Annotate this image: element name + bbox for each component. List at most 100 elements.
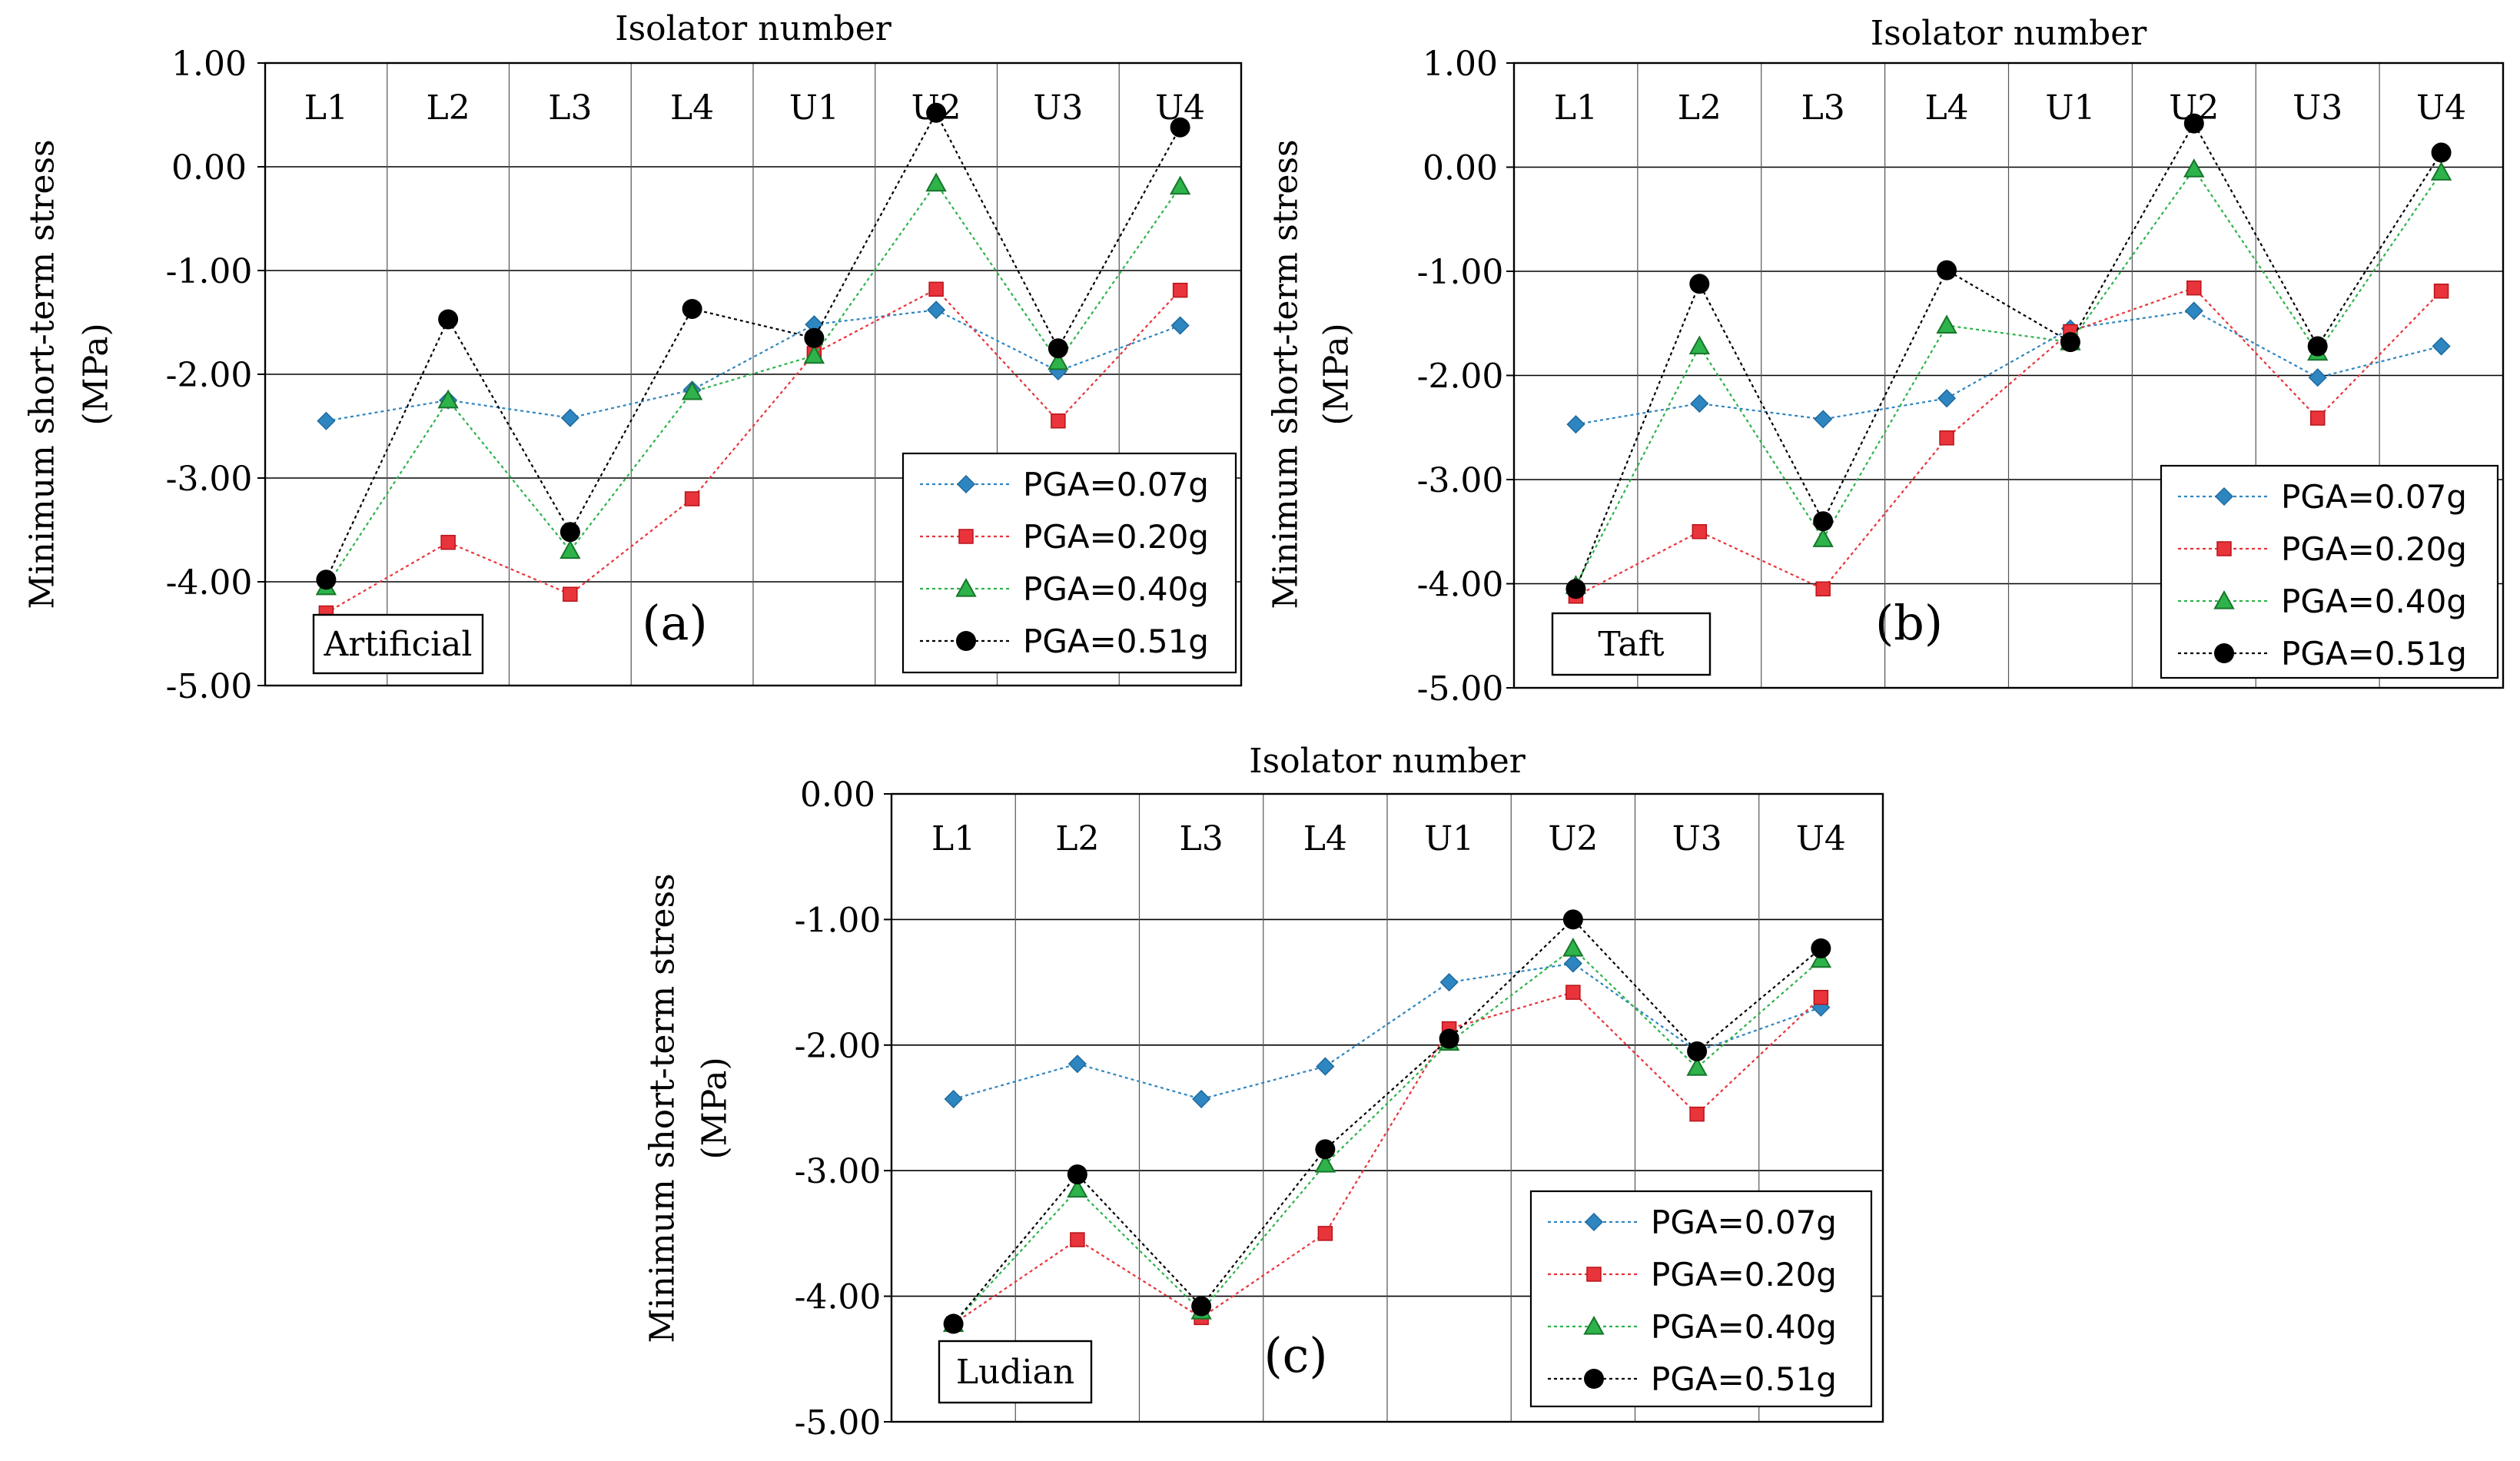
legend-marker: [1584, 1212, 1604, 1232]
x-axis-title: Isolator number: [1249, 742, 1526, 781]
data-point: [1170, 316, 1190, 335]
x-tick-label: L4: [1303, 819, 1347, 858]
legend-marker: [2214, 643, 2234, 663]
series-PGA=0.51g: [943, 909, 1831, 1334]
data-point: [1692, 524, 1708, 540]
legend-label: PGA=0.20g: [1023, 518, 1209, 556]
data-point: [2430, 161, 2452, 181]
legend-label: PGA=0.07g: [1023, 466, 1209, 503]
data-point: [925, 172, 947, 192]
chart-panel-3: 0.00 -1.00 -2.00 -3.00 -4.00 -5.00 L1 L2 L3 L4 U1 U…: [643, 742, 1884, 1443]
legend-marker: [955, 577, 977, 597]
data-point: [2433, 283, 2449, 299]
x-tick-label: L2: [1678, 88, 1722, 128]
y-tick-label: 0.00: [1423, 149, 1498, 188]
legend-label: PGA=0.20g: [1651, 1256, 1837, 1293]
data-point: [1191, 1296, 1212, 1317]
legend-box: [2160, 464, 2499, 679]
data-point: [1937, 260, 1957, 281]
data-point: [316, 569, 337, 590]
data-point: [2308, 368, 2327, 387]
data-point: [563, 586, 578, 602]
panel-label: (c): [1263, 1327, 1327, 1383]
record-label-box: [1551, 612, 1712, 676]
y-tick-label: 0.00: [171, 148, 247, 188]
data-point: [1170, 117, 1190, 138]
panel-label: (a): [642, 595, 707, 651]
y-tick-label: -5.00: [1417, 669, 1504, 709]
y-tick-label: -1.00: [795, 901, 882, 940]
series-line: [1575, 310, 2442, 426]
x-tick-label: L3: [1801, 88, 1845, 128]
data-point: [943, 1313, 964, 1334]
y-tick-label: -4.00: [795, 1278, 882, 1317]
legend-marker: [1586, 1267, 1602, 1282]
data-point: [1314, 1153, 1336, 1173]
x-tick-label: L2: [427, 88, 470, 128]
data-point: [682, 298, 702, 319]
data-point: [317, 411, 336, 430]
series-line: [326, 309, 1181, 422]
data-point: [2307, 336, 2328, 357]
x-tick-label: L4: [670, 88, 714, 128]
data-point: [1689, 274, 1710, 294]
data-point: [2431, 142, 2452, 163]
data-point: [2309, 410, 2326, 426]
series-line: [325, 287, 1181, 614]
data-point: [803, 344, 825, 364]
data-point: [1689, 1106, 1705, 1122]
legend: PGA=0.07g PGA=0.20g PGA=0.40g PGA=0.51g: [901, 452, 1237, 674]
data-point: [440, 534, 456, 550]
x-tick-label: U3: [1672, 819, 1722, 858]
y-tick-label: 0.00: [800, 775, 875, 815]
legend-marker: [956, 474, 976, 494]
legend-marker: [958, 529, 974, 544]
record-label: Artificial: [324, 625, 473, 664]
y-axis-title: Minimum short-term stress: [1267, 139, 1306, 609]
data-point: [1315, 1139, 1336, 1160]
legend: PGA=0.07g PGA=0.20g PGA=0.40g PGA=0.51g: [1529, 1190, 1873, 1408]
series-line: [952, 918, 1822, 1325]
y-axis-unit: (MPa): [696, 1057, 735, 1159]
y-axis-unit: (MPa): [1317, 323, 1356, 425]
data-point: [1048, 338, 1068, 359]
data-point: [2183, 158, 2205, 178]
y-tick-label: -5.00: [166, 667, 253, 706]
x-tick-label: U2: [1548, 819, 1598, 858]
record-label-box: [938, 1340, 1093, 1404]
data-point: [2186, 280, 2202, 296]
data-point: [1316, 1057, 1335, 1076]
data-point: [2183, 113, 2204, 134]
legend-marker: [1584, 1369, 1604, 1389]
data-point: [1172, 282, 1188, 298]
data-point: [2432, 337, 2451, 356]
legend-label: PGA=0.51g: [1651, 1360, 1837, 1398]
data-point: [1565, 985, 1581, 1000]
y-tick-label: 1.00: [1423, 45, 1498, 84]
y-tick-label: -4.00: [1417, 566, 1504, 605]
series-line: [325, 111, 1181, 580]
data-point: [1067, 1178, 1088, 1198]
y-tick-label: -1.00: [1417, 253, 1504, 292]
x-tick-label: U1: [2045, 88, 2095, 128]
legend-marker: [956, 631, 976, 651]
x-tick-label: U4: [2416, 88, 2466, 128]
series-line: [952, 947, 1822, 1325]
series-line: [953, 962, 1821, 1101]
data-point: [804, 327, 825, 348]
data-point: [1814, 410, 1833, 429]
x-tick-label: L2: [1055, 819, 1099, 858]
data-point: [1067, 1054, 1087, 1074]
data-point: [926, 102, 947, 123]
x-tick-label: L3: [1180, 819, 1223, 858]
record-label-box: [312, 613, 484, 675]
legend-marker: [1583, 1315, 1605, 1335]
data-point: [1566, 415, 1585, 434]
data-point: [1565, 579, 1586, 599]
y-tick-label: -5.00: [795, 1403, 882, 1443]
data-point: [1936, 314, 1957, 334]
legend-marker: [2216, 541, 2232, 556]
chart-panel-2: 1.00 0.00 -1.00 -2.00 -3.00 -4.00 -5.00 L1 L2 L3 L…: [1267, 14, 2505, 709]
legend-box: [1529, 1190, 1873, 1408]
y-axis-title: Minimum short-term stress: [643, 873, 682, 1343]
